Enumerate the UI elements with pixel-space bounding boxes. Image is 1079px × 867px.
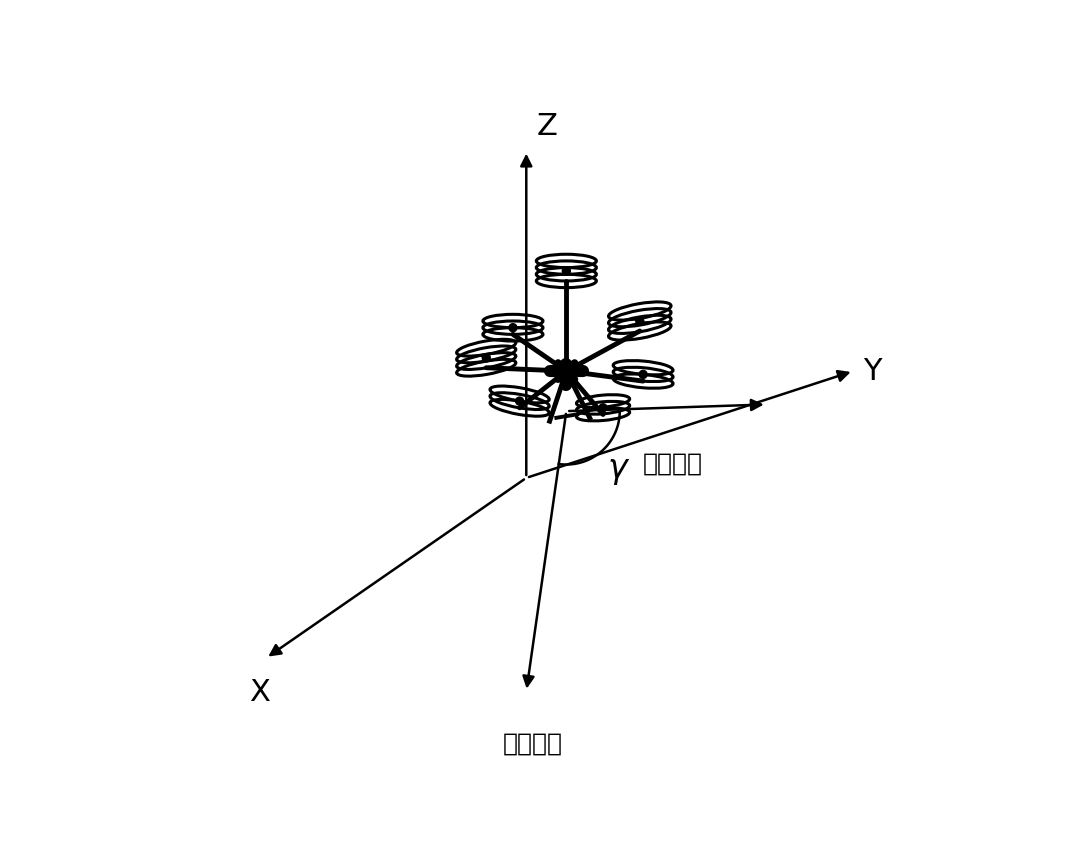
Text: Y: Y — [863, 356, 882, 386]
Circle shape — [562, 267, 571, 275]
Text: 飞行方向: 飞行方向 — [503, 732, 563, 755]
Text: γ: γ — [607, 452, 628, 485]
Circle shape — [599, 404, 607, 412]
Circle shape — [516, 397, 523, 405]
Text: X: X — [249, 678, 270, 707]
Circle shape — [556, 361, 577, 381]
Circle shape — [509, 323, 517, 332]
Text: 机头方向: 机头方向 — [643, 451, 704, 475]
Circle shape — [482, 354, 490, 362]
Circle shape — [639, 370, 647, 378]
Text: Z: Z — [536, 112, 557, 140]
Circle shape — [636, 317, 644, 325]
